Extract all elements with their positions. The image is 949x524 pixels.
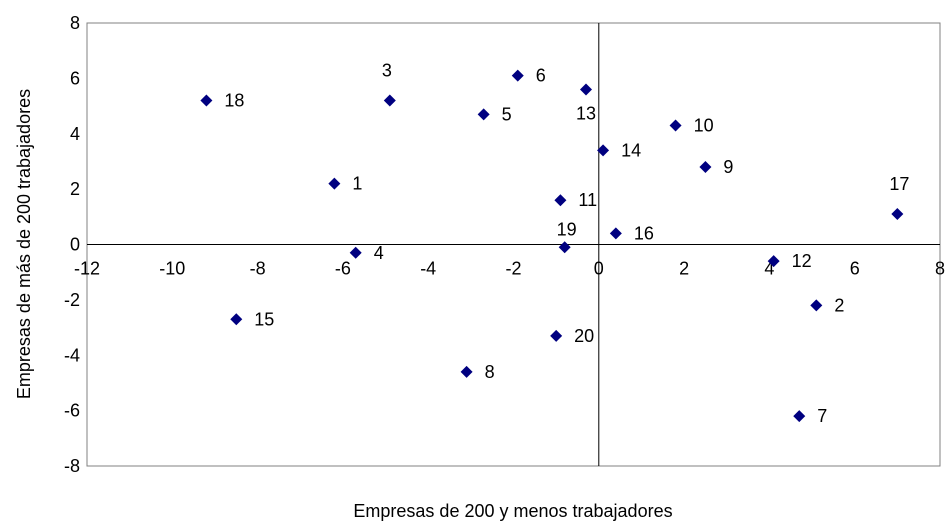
data-point <box>200 94 213 107</box>
y-tick-label: 0 <box>70 235 80 255</box>
data-point <box>511 69 524 82</box>
data-point-label: 17 <box>889 174 909 194</box>
data-point <box>891 208 904 221</box>
x-tick-label: 6 <box>850 259 860 279</box>
data-point <box>597 144 610 157</box>
x-tick-label: -4 <box>420 259 436 279</box>
data-point <box>793 410 806 423</box>
data-point-label: 6 <box>536 66 546 86</box>
data-point-label: 7 <box>817 406 827 426</box>
data-point <box>328 177 341 190</box>
data-point <box>460 365 473 378</box>
data-point <box>230 313 243 326</box>
data-point <box>349 246 362 259</box>
data-point-label: 14 <box>621 140 641 160</box>
x-tick-label: -6 <box>335 259 351 279</box>
data-point-label: 2 <box>834 295 844 315</box>
data-point-label: 10 <box>694 115 714 135</box>
data-point-label: 8 <box>485 362 495 382</box>
data-point-label: 18 <box>224 91 244 111</box>
data-point-label: 20 <box>574 326 594 346</box>
data-point-label: 4 <box>374 243 384 263</box>
data-point <box>580 83 593 96</box>
data-point <box>669 119 682 132</box>
y-tick-label: -2 <box>64 290 80 310</box>
data-point <box>383 94 396 107</box>
x-tick-label: 2 <box>679 259 689 279</box>
x-tick-label: -10 <box>159 259 185 279</box>
data-point <box>767 255 780 268</box>
data-point <box>810 299 823 312</box>
data-point-label: 9 <box>723 157 733 177</box>
data-point-label: 5 <box>502 104 512 124</box>
data-point <box>554 194 567 207</box>
x-tick-label: 0 <box>594 259 604 279</box>
data-point <box>699 160 712 173</box>
data-point-label: 13 <box>576 103 596 123</box>
y-tick-label: -8 <box>64 456 80 476</box>
data-point-label: 12 <box>792 251 812 271</box>
y-axis-label: Empresas de más de 200 trabajadores <box>14 89 34 399</box>
x-tick-label: -8 <box>250 259 266 279</box>
x-tick-label: -12 <box>74 259 100 279</box>
y-tick-label: 4 <box>70 124 80 144</box>
axes-layer <box>87 23 940 466</box>
data-point-label: 15 <box>254 309 274 329</box>
data-point-label: 3 <box>382 61 392 81</box>
y-tick-label: -6 <box>64 401 80 421</box>
x-tick-label: -2 <box>505 259 521 279</box>
data-point <box>609 227 622 240</box>
y-tick-label: 6 <box>70 68 80 88</box>
data-point-label: 11 <box>578 190 597 210</box>
data-point-label: 16 <box>634 223 654 243</box>
data-point-label: 19 <box>557 219 577 239</box>
y-tick-labels: 8 6 4 2 0 -2 -4 -6 -8 <box>64 13 80 476</box>
y-tick-label: 2 <box>70 179 80 199</box>
x-tick-labels: -12 -10 -8 -6 -4 -2 0 2 4 6 8 <box>74 259 945 279</box>
x-tick-label: 4 <box>764 259 774 279</box>
data-point-label: 1 <box>352 174 362 194</box>
data-point <box>550 329 563 342</box>
x-tick-label: 8 <box>935 259 945 279</box>
y-tick-label: -4 <box>64 345 80 365</box>
y-tick-label: 8 <box>70 13 80 33</box>
x-axis-label: Empresas de 200 y menos trabajadores <box>353 501 672 521</box>
data-point <box>558 241 571 254</box>
data-point <box>477 108 490 121</box>
